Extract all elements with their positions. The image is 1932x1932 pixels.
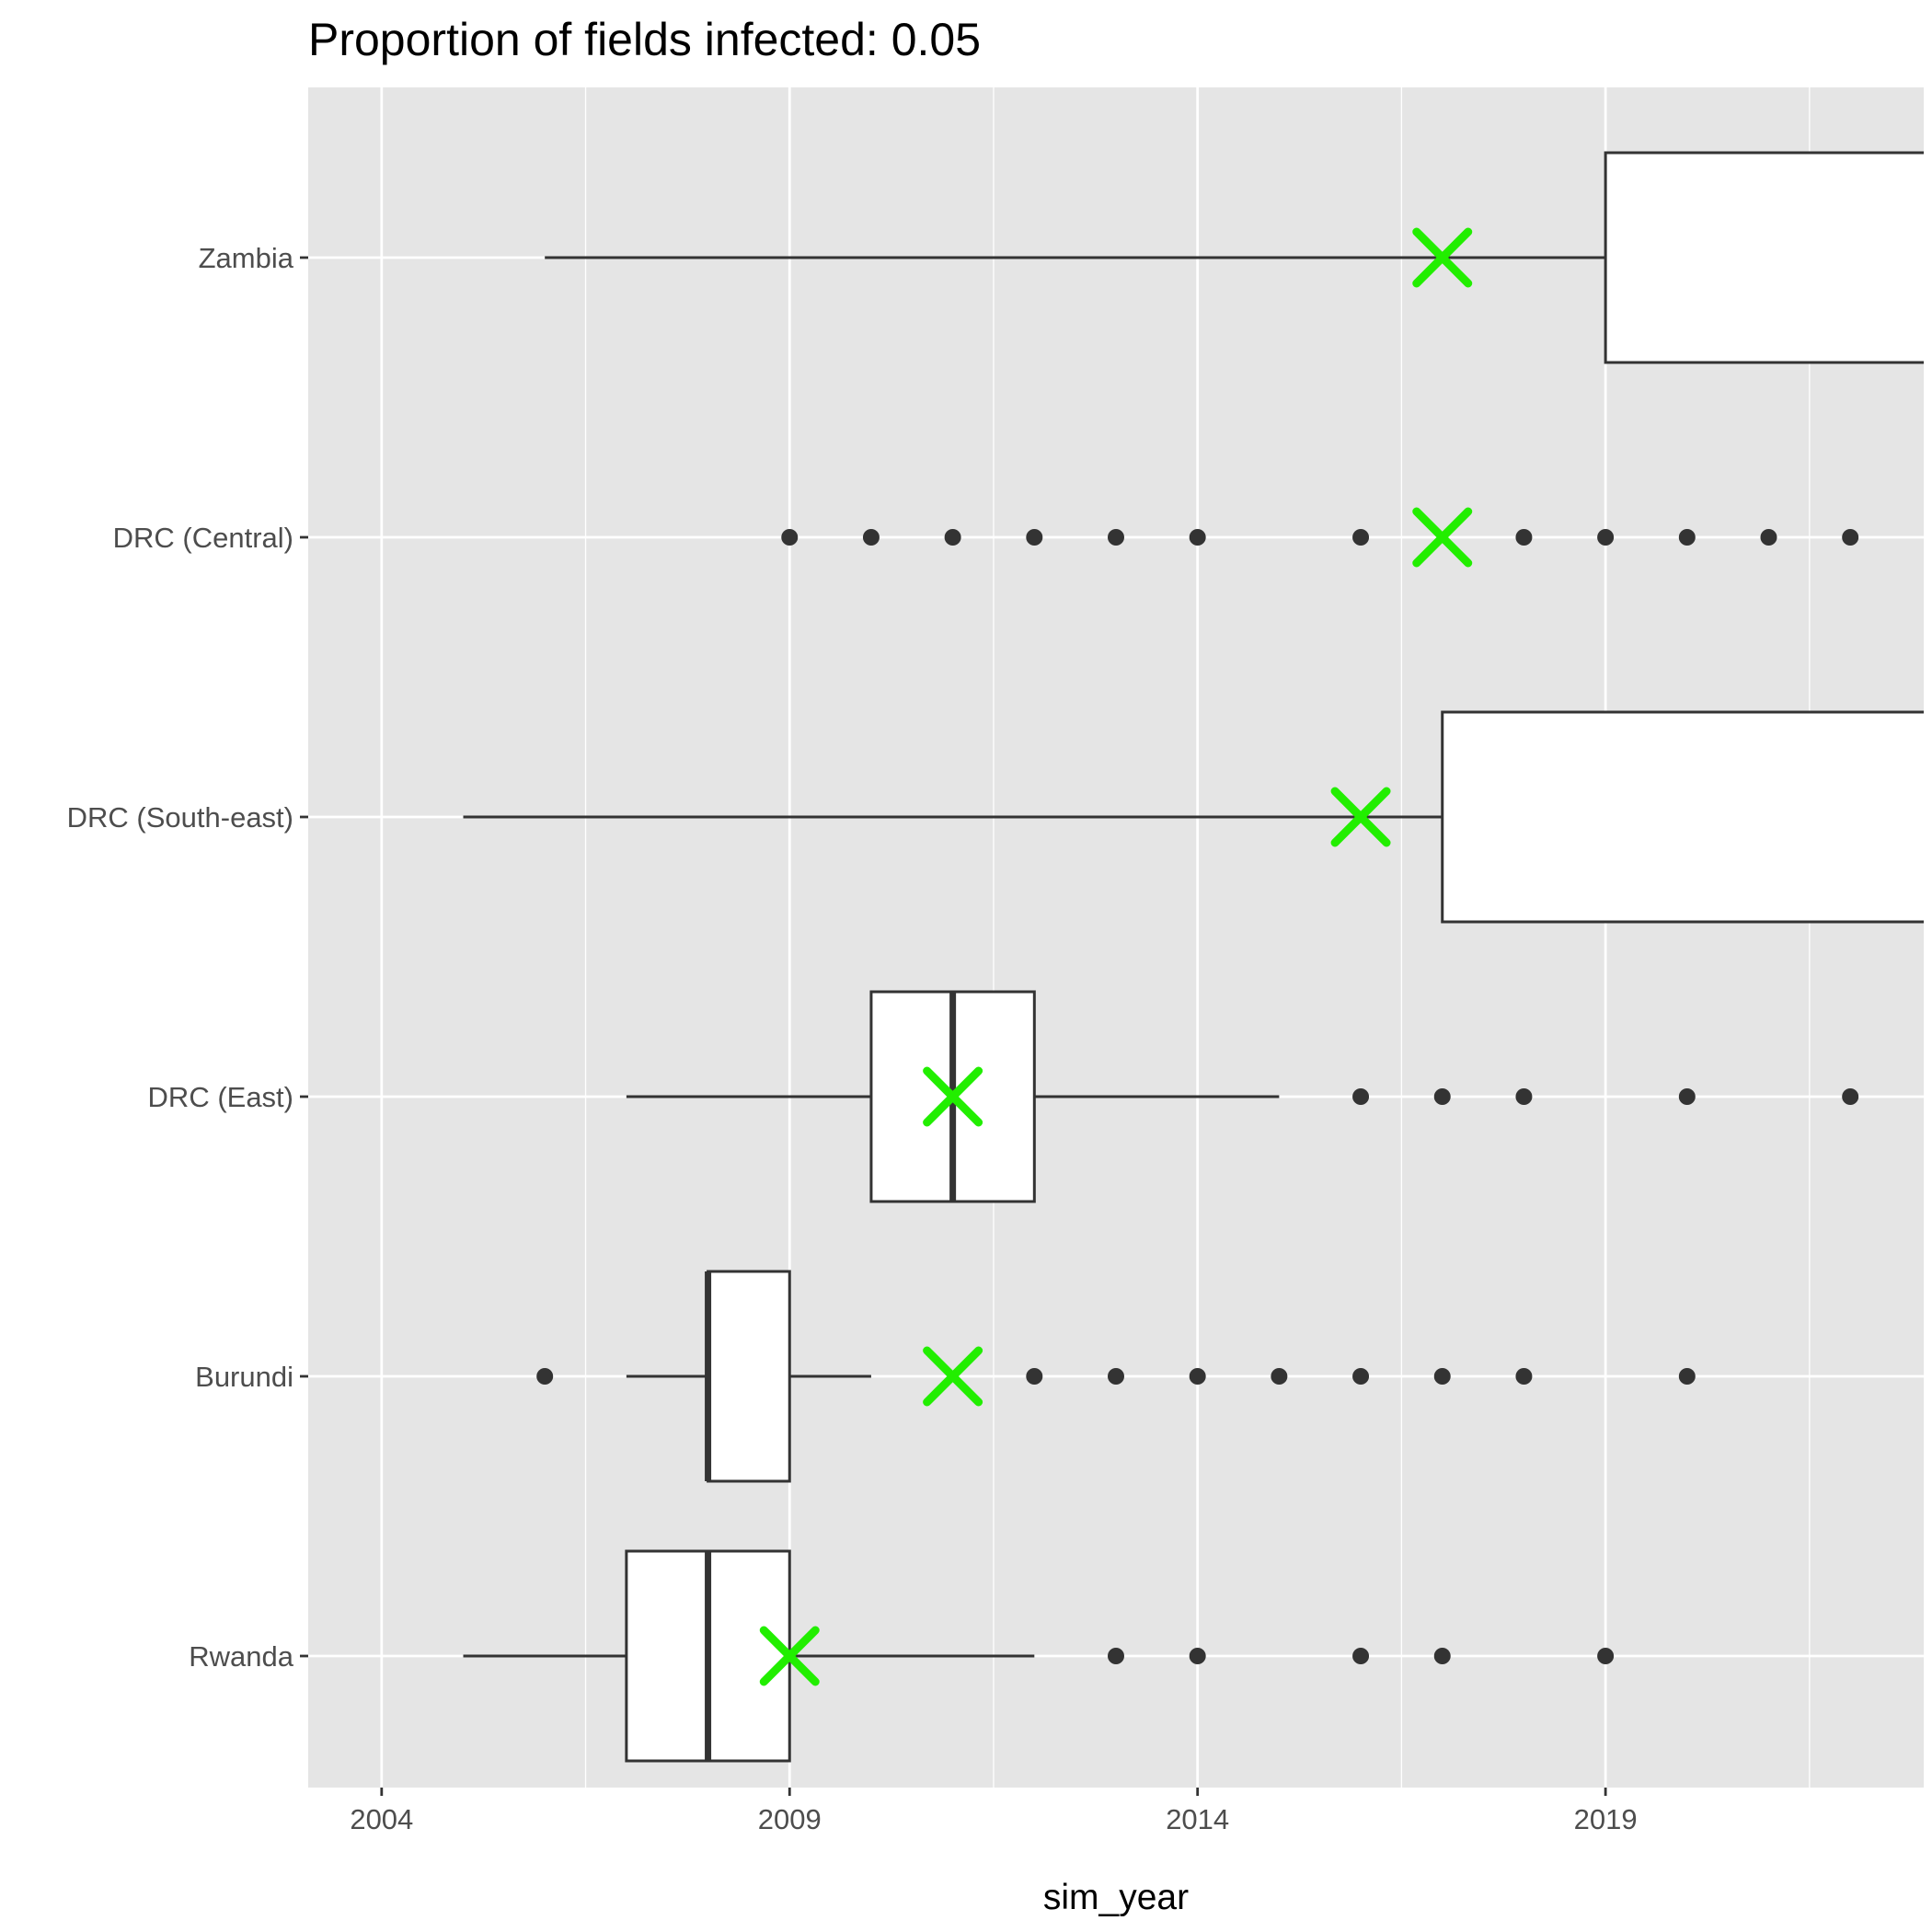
outlier-point — [1108, 529, 1124, 546]
outlier-point — [1271, 1368, 1288, 1385]
y-tick-label: DRC (South-east) — [67, 801, 293, 834]
outlier-point — [1352, 1088, 1370, 1105]
outlier-point — [1842, 1088, 1859, 1105]
outlier-point — [1515, 1368, 1533, 1385]
outlier-point — [1515, 529, 1533, 546]
outlier-point — [1678, 1368, 1696, 1385]
iqr-box — [707, 1270, 791, 1483]
outlier-point — [1597, 529, 1615, 546]
outlier-point — [1352, 529, 1370, 546]
y-tick-label: DRC (East) — [148, 1081, 293, 1113]
outlier-point — [1760, 529, 1777, 546]
x-tick-label: 2014 — [1166, 1803, 1229, 1835]
x-tick-label: 2009 — [758, 1803, 822, 1835]
y-tick-label: Rwanda — [189, 1640, 293, 1673]
iqr-box — [1442, 712, 1924, 922]
minor-gridlines — [584, 87, 1811, 1788]
x-tick-label: 2004 — [350, 1803, 413, 1835]
outlier-point — [1108, 1368, 1124, 1385]
iqr-box-outline — [1604, 151, 1924, 364]
y-tick-label: Burundi — [195, 1361, 293, 1393]
x-axis: 2004 2009 2014 2019 — [350, 1788, 1638, 1835]
observed-year-marker — [759, 1626, 820, 1686]
observed-year-marker — [923, 1066, 983, 1127]
x-axis-title: sim_year — [1043, 1878, 1189, 1917]
outlier-point — [1433, 1648, 1451, 1664]
outlier-point — [781, 529, 799, 546]
outlier-point — [1597, 1648, 1615, 1664]
outlier-point — [1026, 529, 1043, 546]
outlier-point — [1189, 1648, 1206, 1664]
box-layer — [463, 151, 1924, 1763]
outlier-point — [1352, 1648, 1370, 1664]
observed-year-marker — [1330, 787, 1391, 847]
outlier-point — [1678, 529, 1696, 546]
plot-panel — [308, 87, 1924, 1788]
observed-year-marker — [1412, 507, 1473, 568]
outlier-point — [1108, 1648, 1124, 1664]
x-tick-label: 2019 — [1574, 1803, 1638, 1835]
iqr-box — [1605, 153, 1924, 362]
y-tick-label: DRC (Central) — [113, 522, 293, 554]
outlier-point — [1352, 1368, 1370, 1385]
observed-year-marker — [923, 1346, 983, 1407]
outlier-point — [1842, 529, 1859, 546]
outlier-point — [1026, 1368, 1043, 1385]
outlier-point — [862, 529, 880, 546]
y-axis: Zambia DRC (Central) DRC (South-east) DRC (… — [67, 242, 308, 1673]
outlier-point — [1515, 1088, 1533, 1105]
outlier-point — [536, 1368, 554, 1385]
outlier-point — [1433, 1368, 1451, 1385]
outlier-point — [1678, 1088, 1696, 1105]
iqr-box-outline — [1441, 710, 1924, 924]
outlier-point — [944, 529, 961, 546]
outlier-point — [1189, 529, 1206, 546]
observed-year-marker — [1412, 227, 1473, 288]
outlier-point — [1189, 1368, 1206, 1385]
outlier-point — [1433, 1088, 1451, 1105]
chart-title: Proportion of fields infected: 0.05 — [308, 14, 981, 65]
y-tick-label: Zambia — [199, 242, 294, 274]
